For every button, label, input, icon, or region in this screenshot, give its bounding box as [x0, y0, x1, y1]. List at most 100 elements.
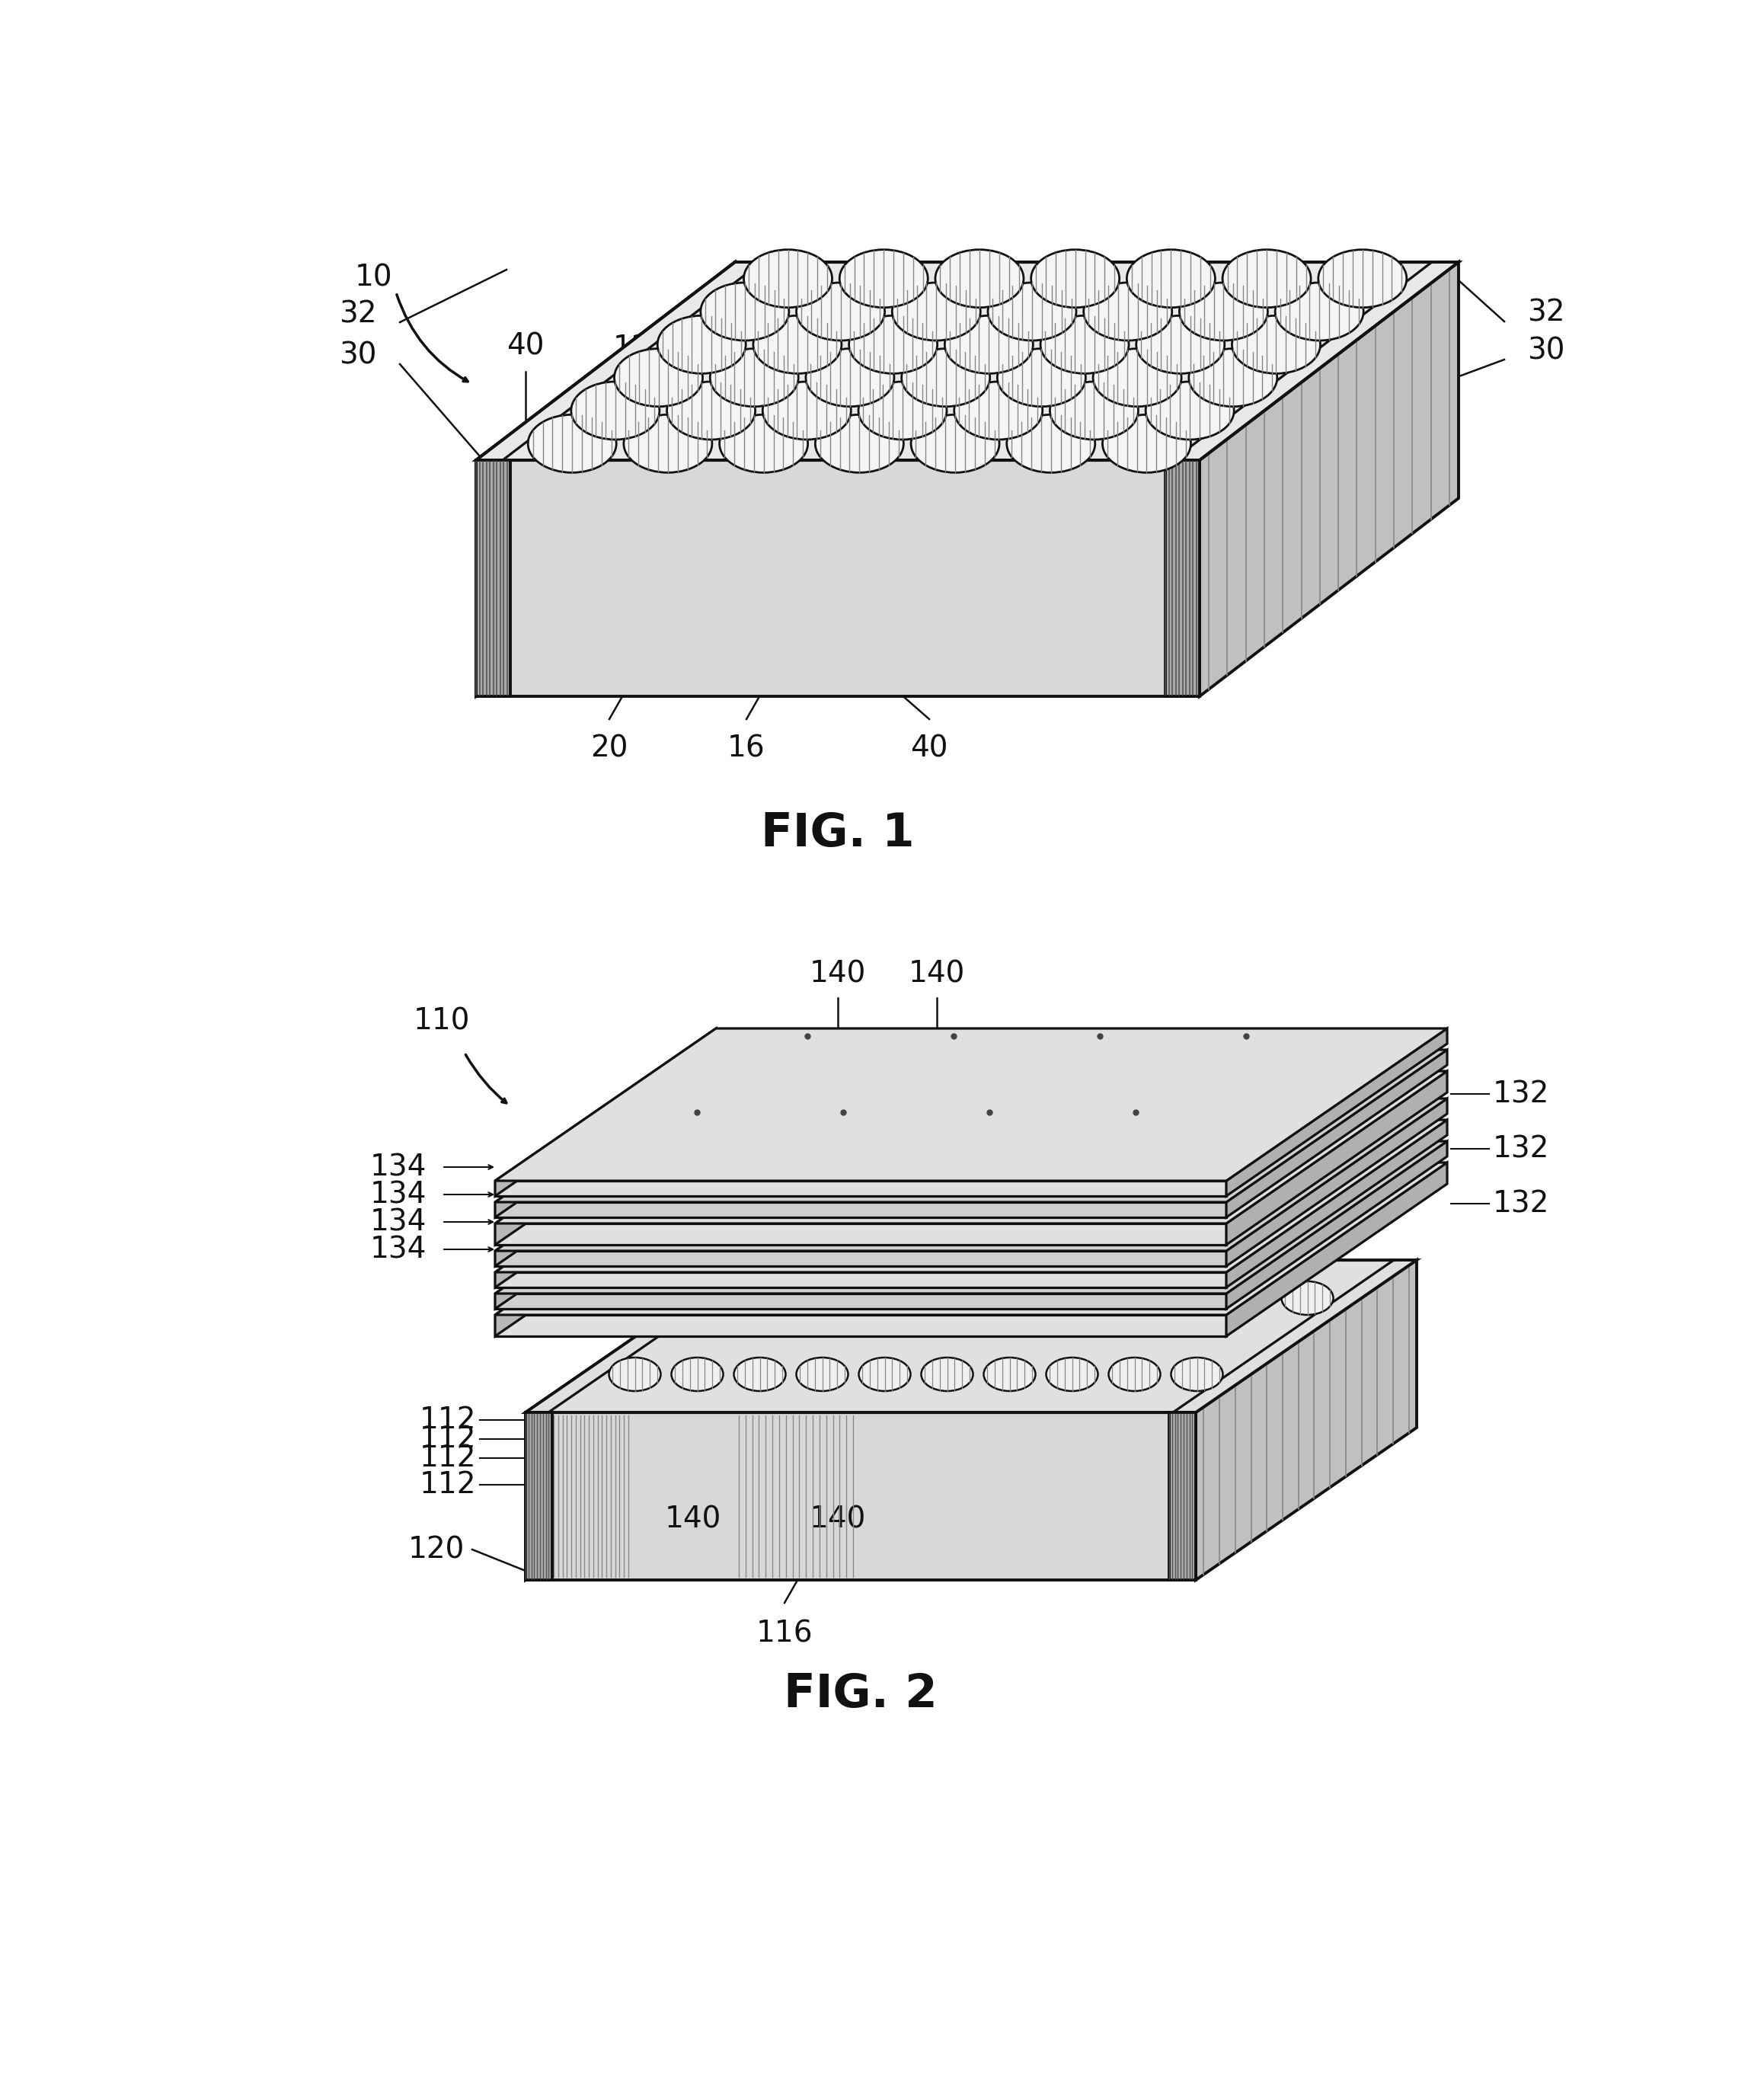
Ellipse shape [700, 283, 789, 340]
Polygon shape [526, 1412, 552, 1580]
Polygon shape [496, 1223, 1226, 1244]
Ellipse shape [1145, 382, 1235, 441]
Polygon shape [1226, 1049, 1446, 1217]
Ellipse shape [720, 1282, 771, 1315]
Text: 112: 112 [420, 1425, 476, 1454]
Ellipse shape [624, 415, 713, 472]
Polygon shape [496, 1141, 1446, 1294]
Polygon shape [1226, 1028, 1446, 1196]
Ellipse shape [1180, 283, 1268, 340]
Ellipse shape [1050, 382, 1138, 441]
Ellipse shape [1094, 348, 1182, 407]
Ellipse shape [984, 1357, 1035, 1391]
Ellipse shape [1046, 1357, 1097, 1391]
Ellipse shape [796, 283, 886, 340]
Polygon shape [526, 1261, 746, 1580]
Polygon shape [476, 459, 510, 697]
Ellipse shape [753, 315, 841, 373]
Text: 134: 134 [370, 1236, 427, 1263]
Polygon shape [496, 1028, 1446, 1181]
Polygon shape [496, 1072, 716, 1244]
Text: 32: 32 [339, 300, 377, 327]
Text: 140: 140 [810, 961, 866, 988]
Ellipse shape [859, 382, 947, 441]
Ellipse shape [658, 315, 746, 373]
Text: 16: 16 [727, 734, 766, 764]
Polygon shape [476, 459, 1200, 697]
Ellipse shape [988, 283, 1076, 340]
Polygon shape [496, 1250, 1226, 1265]
Text: 20: 20 [591, 734, 628, 764]
Polygon shape [1226, 1120, 1446, 1288]
Text: 112: 112 [420, 1443, 476, 1473]
Text: 110: 110 [413, 1007, 471, 1036]
Ellipse shape [1083, 283, 1171, 340]
Polygon shape [496, 1294, 1226, 1309]
Ellipse shape [572, 382, 660, 441]
Ellipse shape [1041, 315, 1129, 373]
Polygon shape [496, 1049, 1446, 1202]
Ellipse shape [1219, 1282, 1270, 1315]
Text: 140: 140 [908, 961, 965, 988]
Polygon shape [1170, 1412, 1196, 1580]
Text: 12: 12 [707, 334, 744, 363]
Text: 132: 132 [1492, 1080, 1549, 1108]
Ellipse shape [1318, 250, 1406, 308]
Text: 132: 132 [1492, 1190, 1549, 1219]
Ellipse shape [1094, 1282, 1147, 1315]
Polygon shape [496, 1120, 716, 1288]
Polygon shape [526, 1261, 1416, 1412]
Text: 112: 112 [420, 1406, 476, 1435]
Ellipse shape [848, 315, 937, 373]
Text: 140: 140 [810, 1504, 866, 1534]
Ellipse shape [1108, 1357, 1161, 1391]
Text: 134: 134 [370, 1152, 427, 1181]
Ellipse shape [1222, 250, 1311, 308]
Polygon shape [476, 262, 736, 697]
Text: 10: 10 [355, 262, 392, 292]
Polygon shape [496, 1162, 716, 1336]
Ellipse shape [1136, 315, 1224, 373]
Ellipse shape [1275, 283, 1364, 340]
Ellipse shape [796, 1357, 848, 1391]
Ellipse shape [1007, 415, 1095, 472]
Text: 40: 40 [506, 331, 545, 361]
Ellipse shape [734, 1357, 785, 1391]
Ellipse shape [1030, 250, 1120, 308]
Ellipse shape [815, 415, 903, 472]
Polygon shape [496, 1072, 1446, 1223]
Polygon shape [1226, 1162, 1446, 1336]
Text: 30: 30 [1528, 336, 1565, 365]
Polygon shape [496, 1120, 1446, 1271]
Ellipse shape [954, 382, 1043, 441]
Ellipse shape [968, 1282, 1021, 1315]
Text: 132: 132 [1492, 1135, 1549, 1162]
Ellipse shape [667, 382, 755, 441]
Text: 30: 30 [339, 342, 377, 369]
Polygon shape [1226, 1072, 1446, 1244]
Text: 14: 14 [910, 334, 947, 363]
Ellipse shape [527, 415, 616, 472]
Polygon shape [1226, 1141, 1446, 1309]
Polygon shape [496, 1049, 716, 1217]
Ellipse shape [845, 1282, 896, 1315]
Ellipse shape [907, 1282, 958, 1315]
Text: FIG. 2: FIG. 2 [783, 1672, 937, 1716]
Ellipse shape [1127, 250, 1215, 308]
Ellipse shape [762, 382, 850, 441]
Ellipse shape [1281, 1282, 1334, 1315]
Ellipse shape [910, 415, 1000, 472]
Polygon shape [1166, 459, 1200, 697]
Ellipse shape [935, 250, 1023, 308]
Ellipse shape [672, 1357, 723, 1391]
Polygon shape [496, 1028, 716, 1196]
Polygon shape [496, 1315, 1226, 1336]
Ellipse shape [781, 1282, 834, 1315]
Text: 40: 40 [910, 734, 947, 764]
Polygon shape [496, 1202, 1226, 1217]
Text: 140: 140 [665, 1504, 721, 1534]
Ellipse shape [720, 415, 808, 472]
Ellipse shape [1231, 315, 1319, 373]
Ellipse shape [901, 348, 990, 407]
Polygon shape [496, 1271, 1226, 1288]
